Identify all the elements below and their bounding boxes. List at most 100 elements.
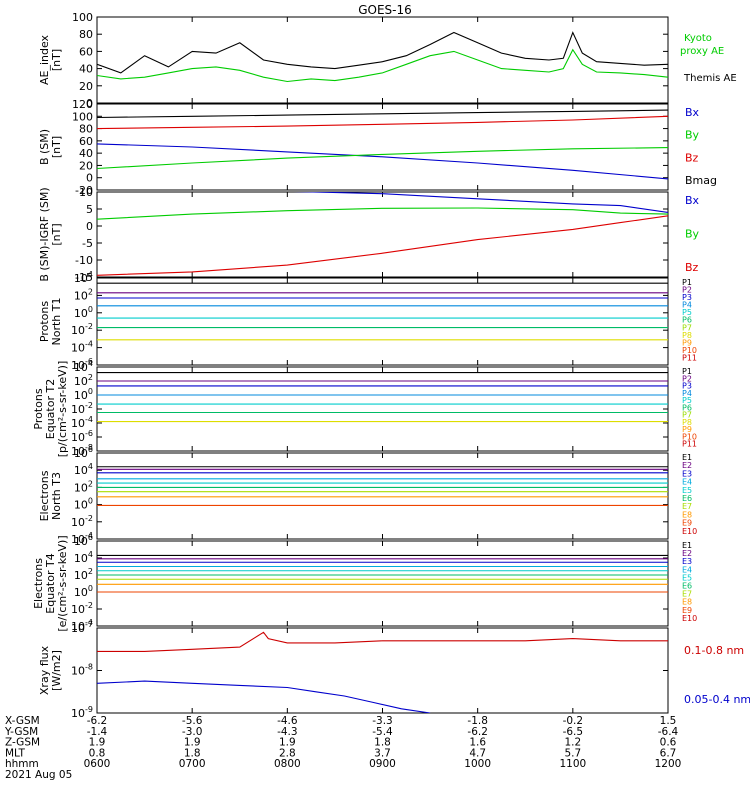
y-tick-label: 60 — [79, 135, 93, 148]
y-tick-label: 10-6 — [71, 429, 93, 444]
bottom-row-value: -4.3 — [277, 726, 298, 738]
y-axis-label: North T3 — [50, 472, 63, 520]
legend-entry: P11 — [682, 353, 697, 362]
y-tick-label: 102 — [74, 567, 93, 582]
y-tick-label: 102 — [74, 287, 93, 302]
legend-entry: P9 — [682, 338, 692, 347]
series-group — [97, 631, 668, 713]
bottom-row-value: 1.5 — [660, 715, 677, 727]
legend-entry: E10 — [682, 614, 697, 623]
y-axis-label: Xray flux — [38, 645, 51, 695]
panel-protons_t1: 10-6 10-4 10-2 100 102 104 Protons North T1 P1P2… — [38, 270, 697, 372]
y-tick-label: 10-2 — [71, 322, 93, 337]
y-axis-label: B (SM) — [38, 129, 51, 165]
series-group — [97, 282, 668, 341]
y-tick-label: 100 — [74, 387, 93, 402]
y-axis-label: North T1 — [50, 298, 63, 346]
legend-entry: P3 — [682, 293, 692, 302]
panel-frame — [96, 366, 669, 452]
bottom-row-name: X-GSM — [5, 715, 40, 727]
y-tick-label: -10 — [75, 254, 93, 267]
legend-entry: Bx — [685, 106, 700, 119]
y-tick-label: 0 — [86, 172, 93, 185]
panel-bsm_igrf: -15 -10 -5 0 5 10 B (SM)-IGRF (SM) [nT] Bx By Bz — [38, 186, 700, 284]
legend-entry: E3 — [682, 557, 692, 566]
chart-title: GOES-16 — [358, 3, 412, 17]
legend-entry: P1 — [682, 367, 692, 376]
bottom-row-value: 5.7 — [564, 747, 581, 759]
bottom-row-value: 1.9 — [89, 737, 106, 749]
legend-entry: E5 — [682, 486, 692, 495]
legend-entry: P8 — [682, 331, 692, 340]
panel-xray: 10-9 10-8 10-7 Xray flux [W/m2] 0.1-0.8 nm 0.0… — [38, 620, 750, 720]
y-axis-label: Protons — [38, 301, 51, 342]
legend-entry: P10 — [682, 346, 697, 355]
bottom-row-value: 1.8 — [184, 747, 201, 759]
y-tick-label: 10-2 — [71, 401, 93, 416]
bottom-row-value: -6.2 — [87, 715, 108, 727]
bottom-row-value: -6.4 — [658, 726, 679, 738]
bottom-row-value: 2.8 — [279, 747, 296, 759]
legend-entry: E3 — [682, 469, 692, 478]
bottom-row-value: 1.9 — [184, 737, 201, 749]
y-tick-label: 10-2 — [71, 601, 93, 616]
legend-entry: E10 — [682, 527, 697, 536]
bottom-row-value: -4.6 — [277, 715, 298, 727]
y-tick-label: 80 — [79, 123, 93, 136]
y-axis-label: [e/(cm²-s-sr-keV)] — [56, 535, 69, 631]
bottom-row-value: 1000 — [464, 758, 491, 770]
y-tick-label: 40 — [79, 63, 93, 76]
series-line-kyoto-proxy-ae — [97, 48, 668, 83]
y-axis-label: AE_index — [38, 34, 51, 85]
bottom-row-value: -3.0 — [182, 726, 203, 738]
bottom-row-value: -5.6 — [182, 715, 203, 727]
bottom-row-value: 0600 — [84, 758, 111, 770]
y-tick-label: 100 — [72, 110, 93, 123]
legend-entry: P6 — [682, 403, 692, 412]
legend-entry: E9 — [682, 606, 692, 615]
bottom-row-value: 1.6 — [469, 737, 486, 749]
y-tick-label: 106 — [74, 445, 93, 460]
legend-entry: P7 — [682, 323, 692, 332]
legend-entry: E9 — [682, 519, 692, 528]
y-axis-label: Equator T2 — [44, 379, 57, 439]
legend-entry: E7 — [682, 502, 692, 511]
bottom-row-name: Y-GSM — [4, 726, 38, 738]
y-tick-label: 10-6 — [71, 357, 93, 372]
y-tick-label: 20 — [79, 159, 93, 172]
y-tick-label: 102 — [74, 373, 93, 388]
y-tick-label: -20 — [75, 184, 93, 197]
series-line-themis-ae — [97, 31, 668, 74]
y-tick-label: 10-8 — [71, 443, 93, 458]
y-tick-label: 10-7 — [71, 620, 93, 635]
bottom-row-value: -3.3 — [372, 715, 393, 727]
y-axis-label: B (SM)-IGRF (SM) — [38, 187, 51, 281]
bottom-row-value: -5.4 — [372, 726, 393, 738]
y-tick-label: 10-8 — [71, 663, 93, 678]
legend-entry: By — [685, 129, 700, 142]
bottom-row-value: 1.2 — [564, 737, 581, 749]
y-tick-label: 10-4 — [71, 618, 93, 633]
y-tick-label: 120 — [72, 98, 93, 111]
bottom-row-value: -0.2 — [563, 715, 584, 727]
legend-entry: P1 — [682, 278, 692, 287]
legend-entry: E6 — [682, 582, 692, 591]
y-tick-label: 20 — [79, 80, 93, 93]
legend-entry: E8 — [682, 598, 692, 607]
bottom-row-value: -1.4 — [87, 726, 108, 738]
y-tick-label: 0 — [86, 220, 93, 233]
legend-entry: Bmag — [685, 174, 717, 187]
y-axis-label: [W/m2] — [50, 650, 63, 691]
y-tick-label: 100 — [74, 584, 93, 599]
legend-entry: Bx — [685, 194, 700, 207]
y-tick-label: 10 — [79, 186, 93, 199]
legend-entry: 0.05-0.4 nm — [684, 693, 750, 706]
series-line-0-05-0-4-nm — [97, 680, 431, 713]
y-tick-label: 100 — [72, 11, 93, 24]
y-axis-label: Electrons — [32, 558, 45, 609]
y-axis-label: [nT] — [50, 136, 63, 158]
series-group — [97, 192, 668, 276]
y-tick-label: 10-4 — [71, 531, 93, 546]
